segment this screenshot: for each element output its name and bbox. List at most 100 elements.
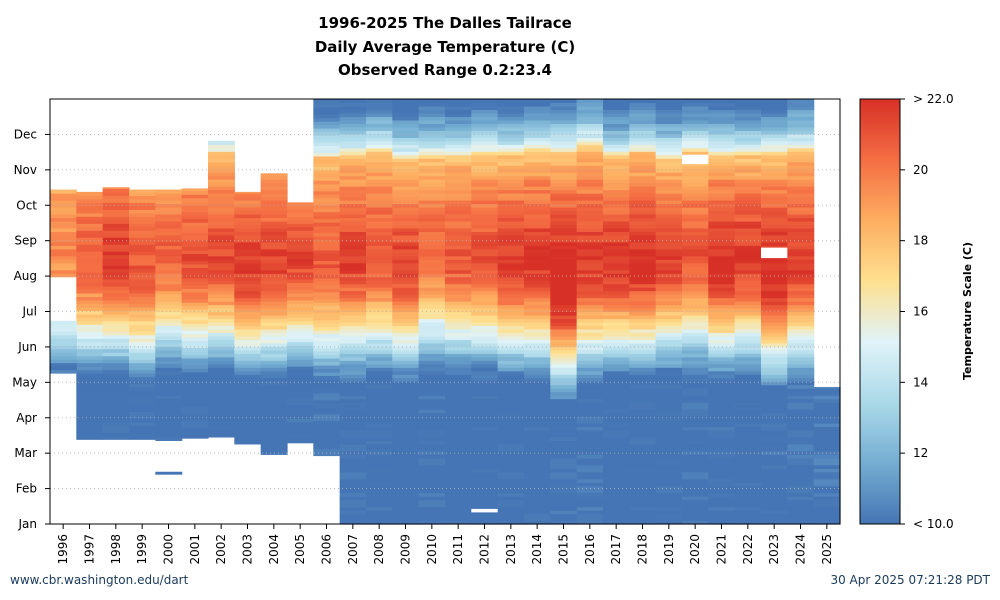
heat-cell [761,186,788,191]
heat-cell [629,377,657,382]
heat-cell [603,182,630,187]
heat-cell [50,259,77,264]
heat-cell [129,189,156,193]
heat-cell [787,147,815,152]
heat-cell [208,182,235,187]
heat-cell [813,450,841,455]
heat-cell [76,327,104,332]
heat-cell [260,227,288,232]
heat-cell [629,381,657,386]
heat-cell [471,346,499,351]
heat-cell [603,287,630,292]
heat-cell [497,189,525,194]
heat-cell [366,133,393,138]
heat-cell [76,393,104,399]
heat-cell [287,334,314,339]
heat-cell [445,154,472,159]
heat-cell [524,503,551,508]
heat-cell [234,433,262,438]
heat-cell [102,187,130,190]
heat-cell [471,290,499,295]
heat-cell [734,402,762,407]
heat-cell [418,496,446,501]
heat-cell [76,216,104,221]
heat-cell [392,475,420,480]
heat-cell [524,231,551,236]
heat-cell [655,151,683,156]
heat-cell [734,349,762,354]
heat-cell [629,304,657,309]
heat-cell [603,356,630,361]
heat-cell [497,520,525,525]
heat-cell [734,248,762,253]
heat-cell [313,131,341,136]
heat-cell [392,231,420,236]
heat-cell [366,297,393,302]
heat-cell [497,388,525,393]
heat-cell [787,356,815,361]
heat-cell [603,290,630,295]
heat-cell [682,447,709,452]
heat-cell [234,363,262,368]
heat-cell [392,360,420,365]
heat-cell [234,377,262,382]
heat-cell [208,245,235,250]
heat-cell [734,468,762,473]
heat-cell [550,269,578,274]
heat-cell [181,277,209,282]
heat-cell [682,416,709,421]
heat-cell [260,422,288,428]
heat-cell [208,314,235,320]
heat-cell [497,224,525,229]
heat-cell [655,231,683,236]
heat-cell [576,276,604,281]
heat-cell [761,506,788,511]
heat-cell [629,475,657,480]
heat-cell [708,443,736,448]
heat-cell [76,411,104,416]
heat-cell [445,499,472,504]
heat-cell [708,158,736,163]
heat-cell [287,261,314,266]
heat-cell [576,224,604,229]
heat-cell [787,154,815,159]
heat-cell [76,386,104,392]
heat-cell [603,241,630,246]
heat-cell [576,492,604,497]
heat-cell [708,116,736,121]
heat-cell [76,278,104,284]
heat-cell [445,245,472,250]
heat-cell [366,416,393,421]
heat-cell [761,99,788,104]
heat-cell [155,346,183,351]
heat-cell [102,362,130,367]
heat-cell [102,209,130,214]
heat-cell [708,346,736,351]
heat-cell [576,485,604,490]
heat-cell [682,245,709,250]
heat-cell [655,175,683,180]
heat-cell [787,213,815,219]
heat-cell [550,294,578,299]
heat-cell [708,280,736,285]
x-tick-label: 1996 [56,534,70,565]
heat-cell [708,119,736,124]
heat-cell [524,384,551,389]
heat-cell [129,209,156,214]
heat-cell [576,353,604,358]
source-link[interactable]: www.cbr.washington.edu/dart [10,573,189,587]
heat-cell [392,234,420,239]
heat-cell [603,147,630,152]
heat-cell [550,433,578,438]
heat-cell [392,398,420,403]
heat-cell [445,517,472,522]
heat-cell [603,144,630,149]
heat-cell [287,240,314,245]
heat-cell [76,209,104,214]
heat-cell [471,356,499,361]
heat-cell [471,255,499,260]
heat-cell [655,290,683,295]
heat-cell [260,447,288,452]
heat-cell [550,321,578,327]
